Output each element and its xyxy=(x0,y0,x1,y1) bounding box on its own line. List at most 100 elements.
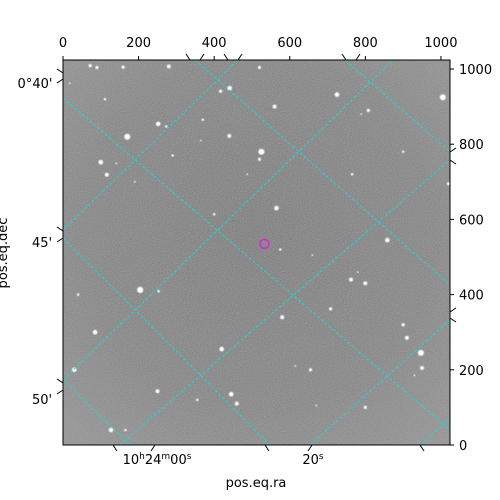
top-world-tick xyxy=(199,53,205,61)
star xyxy=(104,172,109,177)
right-tick-label: 0 xyxy=(459,439,467,454)
star xyxy=(157,289,160,293)
star xyxy=(404,335,409,340)
star xyxy=(201,118,205,122)
right-tick-label: 1000 xyxy=(459,63,492,78)
star xyxy=(385,237,390,243)
star xyxy=(446,182,450,186)
ra-tick-label: 20s xyxy=(302,452,324,468)
image-noise-texture xyxy=(63,60,450,445)
star xyxy=(166,64,171,69)
right-world-tick xyxy=(449,159,457,165)
right-world-tick xyxy=(449,307,457,313)
star xyxy=(311,254,314,256)
left-world-tick xyxy=(56,389,64,395)
star xyxy=(360,113,363,115)
star xyxy=(133,180,136,183)
top-tick-label: 600 xyxy=(277,36,302,51)
target-marker xyxy=(259,238,270,250)
star xyxy=(350,173,354,176)
dec-tick-label: 45' xyxy=(32,236,52,251)
star xyxy=(308,368,313,372)
star xyxy=(212,212,216,216)
star xyxy=(219,89,223,93)
target-marker-circle xyxy=(259,238,270,250)
star xyxy=(363,281,368,286)
coordinate-grid xyxy=(63,60,450,445)
left-world-tick xyxy=(56,226,64,232)
top-tick-label: 1000 xyxy=(424,36,457,51)
star xyxy=(137,286,144,293)
star xyxy=(294,365,297,367)
top-world-tick xyxy=(237,53,243,61)
star xyxy=(334,92,340,97)
bottom-world-tick xyxy=(264,444,270,452)
top-world-tick xyxy=(341,53,347,61)
dec-tick-label: 50' xyxy=(32,393,52,408)
star xyxy=(227,133,232,138)
star xyxy=(401,150,405,153)
star xyxy=(227,85,232,91)
star xyxy=(363,405,367,409)
star xyxy=(279,248,282,251)
bottom-world-tick xyxy=(307,444,313,452)
star xyxy=(124,428,127,432)
star xyxy=(258,148,265,155)
grid-line xyxy=(344,60,450,153)
star xyxy=(195,398,199,402)
grid-line xyxy=(63,60,239,231)
star xyxy=(98,160,104,165)
star xyxy=(280,315,285,320)
star xyxy=(274,205,279,211)
star xyxy=(257,65,262,70)
grid-line xyxy=(419,417,450,445)
left-world-tick xyxy=(56,378,64,384)
star xyxy=(234,401,239,406)
top-tick-label: 400 xyxy=(202,36,227,51)
stars-layer xyxy=(68,64,450,433)
star xyxy=(88,64,92,68)
star xyxy=(108,427,114,433)
right-world-tick xyxy=(449,317,457,323)
star xyxy=(115,162,118,165)
grid-line xyxy=(309,319,450,445)
bottom-world-tick xyxy=(150,444,156,452)
left-world-tick xyxy=(56,68,64,74)
world-axis-ticks: 0°40' 45' 50' 10h24m00s 20s xyxy=(18,53,457,468)
star xyxy=(356,271,359,273)
star xyxy=(439,94,446,101)
star xyxy=(420,365,424,370)
image-dark-band xyxy=(63,60,450,445)
top-tick-label: 800 xyxy=(353,36,378,51)
star xyxy=(413,374,416,377)
top-world-tick xyxy=(185,53,191,61)
star xyxy=(121,65,125,69)
star xyxy=(315,404,318,407)
right-tick-label: 400 xyxy=(459,289,484,304)
star xyxy=(246,173,249,176)
y-axis-label: pos.eq.dec xyxy=(0,218,11,289)
star xyxy=(366,108,370,112)
pixel-axis-ticks: 0 200 400 600 800 1000 0 200 400 600 800 1000 xyxy=(59,36,492,454)
star xyxy=(219,346,224,352)
star xyxy=(103,97,107,101)
star xyxy=(329,307,333,311)
star xyxy=(92,329,98,335)
star xyxy=(257,157,262,161)
top-tick-label: 0 xyxy=(59,36,67,51)
star xyxy=(349,277,353,282)
star xyxy=(72,367,77,373)
star xyxy=(155,389,160,394)
star xyxy=(164,125,168,128)
star xyxy=(200,139,202,142)
star xyxy=(155,121,161,127)
top-tick-label: 200 xyxy=(126,36,151,51)
bottom-world-tick xyxy=(419,444,425,452)
axes-frame xyxy=(62,59,451,446)
star xyxy=(95,65,99,70)
star xyxy=(401,323,405,327)
top-world-tick xyxy=(223,53,229,61)
star xyxy=(171,154,174,157)
bottom-world-tick xyxy=(112,444,118,452)
